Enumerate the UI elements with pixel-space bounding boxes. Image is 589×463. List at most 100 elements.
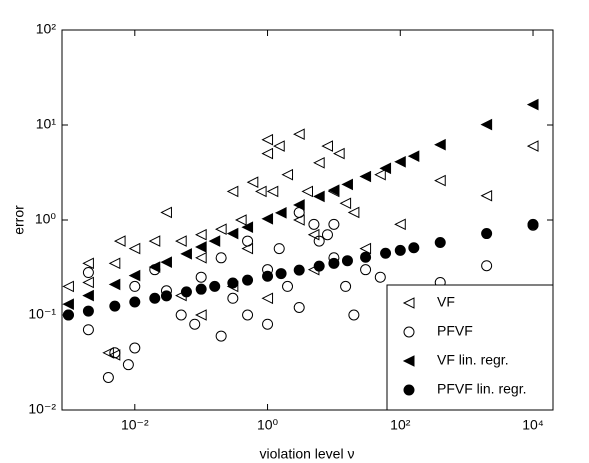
point [262, 318, 274, 330]
legend-marker [402, 355, 415, 367]
legend-box [386, 284, 554, 411]
point [226, 185, 239, 198]
point [215, 330, 227, 342]
point [434, 174, 446, 187]
point [128, 242, 141, 255]
point [328, 218, 340, 230]
point [301, 185, 313, 198]
point [333, 147, 345, 160]
point [480, 118, 493, 131]
point [148, 235, 161, 247]
point [242, 274, 254, 286]
point [328, 257, 340, 269]
point [261, 133, 274, 146]
point [380, 247, 392, 259]
point [321, 140, 333, 152]
point [82, 305, 94, 317]
point [195, 283, 207, 295]
point [175, 235, 187, 247]
point [481, 260, 493, 272]
point [129, 342, 141, 354]
point [275, 268, 287, 280]
point [360, 251, 372, 263]
point [82, 276, 94, 289]
point [273, 140, 285, 152]
point [113, 235, 126, 247]
point [160, 206, 172, 219]
point [261, 292, 274, 305]
point [327, 184, 340, 196]
point [160, 290, 172, 302]
legend-marker [403, 384, 415, 396]
point [313, 190, 325, 203]
point [434, 236, 446, 248]
point [321, 229, 333, 241]
point [274, 207, 287, 219]
point [122, 359, 134, 371]
point [148, 261, 161, 273]
point [394, 218, 406, 231]
point [313, 156, 325, 169]
point [339, 197, 352, 210]
point [394, 244, 406, 256]
point [242, 309, 254, 321]
point [261, 212, 274, 225]
point [195, 271, 207, 283]
point [246, 176, 259, 189]
point [62, 280, 74, 293]
legend-label: PFVF lin. regr. [437, 381, 526, 397]
point [313, 235, 325, 247]
legend-label: PFVF [437, 323, 473, 339]
x-axis-label: violation level ν [260, 446, 355, 462]
point [82, 324, 94, 336]
legend-label: VF lin. regr. [437, 352, 509, 368]
x-tick-label: 10² [390, 417, 411, 433]
point [195, 251, 207, 264]
point [348, 309, 360, 321]
x-tick-label: 10⁰ [257, 417, 279, 433]
point [526, 98, 539, 111]
point [293, 264, 305, 276]
y-axis-label: error [11, 205, 27, 235]
point [109, 347, 121, 359]
point [160, 256, 172, 268]
point [108, 349, 121, 361]
point [527, 218, 539, 230]
point [62, 298, 74, 310]
point [235, 214, 247, 226]
point [282, 280, 294, 292]
point [313, 260, 325, 272]
point [341, 255, 353, 267]
point [129, 296, 141, 308]
y-tick-label: 10⁻² [28, 401, 56, 417]
y-tick-label: 10² [36, 21, 57, 37]
point [208, 235, 221, 247]
point [108, 278, 121, 291]
point [102, 371, 114, 383]
point [195, 309, 207, 321]
x-tick-label: 10⁴ [522, 417, 544, 433]
legend-marker [403, 326, 415, 338]
point [394, 155, 406, 168]
point [195, 228, 207, 241]
point [180, 248, 192, 260]
point [341, 178, 353, 191]
point [293, 199, 305, 211]
point [109, 300, 121, 312]
point [526, 140, 539, 152]
point [209, 280, 221, 292]
point [108, 257, 121, 270]
point [215, 223, 227, 236]
x-tick-label: 10⁻² [121, 417, 149, 433]
point [128, 269, 141, 282]
point [227, 292, 239, 304]
point [175, 309, 187, 321]
point [293, 128, 305, 141]
point [281, 168, 294, 181]
series [62, 128, 539, 361]
point [359, 170, 372, 183]
point [242, 235, 254, 247]
point [360, 264, 372, 276]
point [379, 162, 392, 175]
